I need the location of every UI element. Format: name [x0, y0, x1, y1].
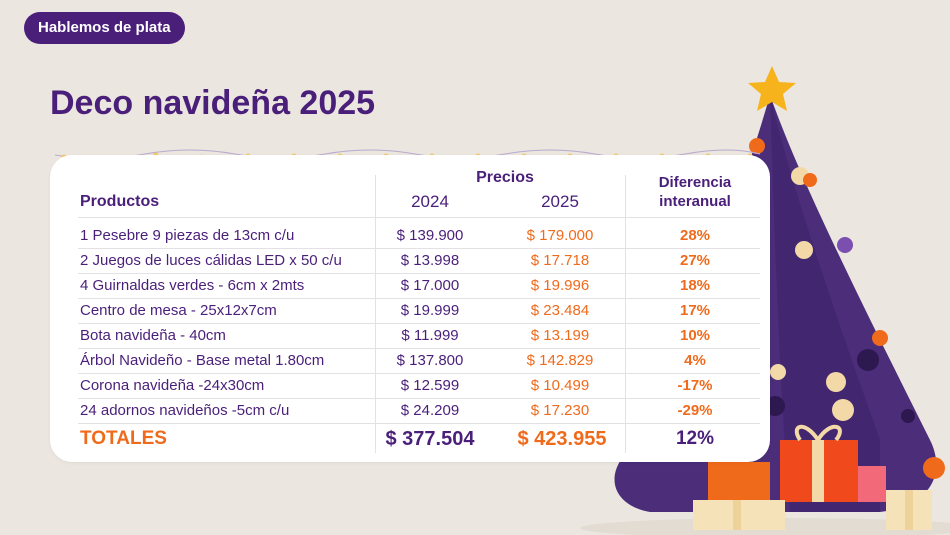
totals-label: TOTALES: [80, 428, 167, 449]
price-2025: $ 179.000: [526, 227, 594, 244]
product-name: 1 Pesebre 9 piezas de 13cm c/u: [80, 227, 295, 244]
price-2024: $ 17.000: [400, 277, 460, 294]
price-2025: $ 13.199: [530, 327, 590, 344]
price-diff: -17%: [677, 377, 713, 394]
gift-bow: [794, 424, 842, 442]
gift-ribbon: [905, 490, 913, 530]
price-2025: $ 19.996: [530, 277, 590, 294]
product-name: 24 adornos navideños -5cm c/u: [80, 402, 290, 419]
header-2024: 2024: [411, 192, 449, 211]
ornament: [749, 138, 765, 154]
gift-box: [708, 462, 770, 502]
header-2025: 2025: [541, 192, 579, 211]
header-separator: [78, 217, 760, 218]
ornament: [872, 330, 888, 346]
price-2024: $ 12.599: [400, 377, 460, 394]
price-2025: $ 17.718: [530, 252, 590, 269]
table-row: Árbol Navideño - Base metal 1.80cm $ 137…: [50, 348, 770, 373]
header-diferencia: Diferencia: [658, 174, 732, 191]
row-separator: [78, 298, 760, 299]
table-row: 2 Juegos de luces cálidas LED x 50 c/u $…: [50, 248, 770, 273]
table-row: Centro de mesa - 25x12x7cm $ 19.999 $ 23…: [50, 298, 770, 323]
star-icon: [748, 66, 796, 111]
row-separator: [78, 398, 760, 399]
price-2025: $ 10.499: [530, 377, 590, 394]
ornament: [837, 237, 853, 253]
page-title: Deco navideña 2025: [50, 84, 376, 122]
product-name: Árbol Navideño - Base metal 1.80cm: [80, 352, 325, 369]
category-badge: Hablemos de plata: [24, 12, 185, 44]
total-2024: $ 377.504: [385, 428, 475, 450]
price-2024: $ 13.998: [400, 252, 460, 269]
header-interanual: interanual: [659, 193, 731, 210]
gift-ribbon: [733, 500, 741, 530]
totals-separator: [78, 423, 760, 424]
ornament: [795, 241, 813, 259]
table-row: Corona navideña -24x30cm $ 12.599 $ 10.4…: [50, 373, 770, 398]
row-separator: [78, 248, 760, 249]
ornament: [857, 349, 879, 371]
price-2025: $ 23.484: [530, 302, 590, 319]
price-diff: 18%: [679, 277, 711, 294]
product-name: 4 Guirnaldas verdes - 6cm x 2mts: [80, 277, 305, 294]
row-separator: [78, 323, 760, 324]
gift-ribbon: [812, 440, 824, 502]
ornament: [832, 399, 854, 421]
ornament: [923, 457, 945, 479]
price-diff: 10%: [679, 327, 711, 344]
ornament: [765, 396, 785, 416]
table-row: Bota navideña - 40cm $ 11.999 $ 13.199 1…: [50, 323, 770, 348]
price-2024: $ 137.800: [396, 352, 464, 369]
ornament: [901, 409, 915, 423]
column-divider: [625, 175, 626, 453]
product-name: 2 Juegos de luces cálidas LED x 50 c/u: [80, 252, 342, 269]
row-separator: [78, 348, 760, 349]
price-diff: 28%: [679, 227, 711, 244]
product-name: Corona navideña -24x30cm: [80, 377, 265, 394]
column-divider: [375, 175, 376, 453]
row-separator: [78, 273, 760, 274]
price-2025: $ 142.829: [526, 352, 594, 369]
ornament: [826, 372, 846, 392]
table-row: 24 adornos navideños -5cm c/u $ 24.209 $…: [50, 398, 770, 423]
ornament: [770, 364, 786, 380]
row-separator: [78, 373, 760, 374]
total-2025: $ 423.955: [517, 428, 607, 450]
ornament: [803, 173, 817, 187]
table-row: 1 Pesebre 9 piezas de 13cm c/u $ 139.900…: [50, 223, 770, 248]
total-diff: 12%: [675, 428, 715, 449]
price-diff: 17%: [679, 302, 711, 319]
price-table-card: Productos Precios 2024 2025 Diferencia i…: [50, 155, 770, 462]
header-precios: Precios: [476, 169, 534, 186]
price-diff: 4%: [684, 352, 706, 369]
price-2024: $ 139.900: [396, 227, 464, 244]
price-2025: $ 17.230: [530, 402, 590, 419]
price-2024: $ 24.209: [400, 402, 460, 419]
product-name: Centro de mesa - 25x12x7cm: [80, 302, 277, 319]
product-name: Bota navideña - 40cm: [80, 327, 226, 344]
header-productos: Productos: [80, 193, 160, 210]
gift-box: [858, 466, 886, 502]
price-diff: -29%: [677, 402, 713, 419]
price-2024: $ 19.999: [400, 302, 460, 319]
price-2024: $ 11.999: [401, 327, 459, 344]
table-row: 4 Guirnaldas verdes - 6cm x 2mts $ 17.00…: [50, 273, 770, 298]
price-diff: 27%: [679, 252, 711, 269]
